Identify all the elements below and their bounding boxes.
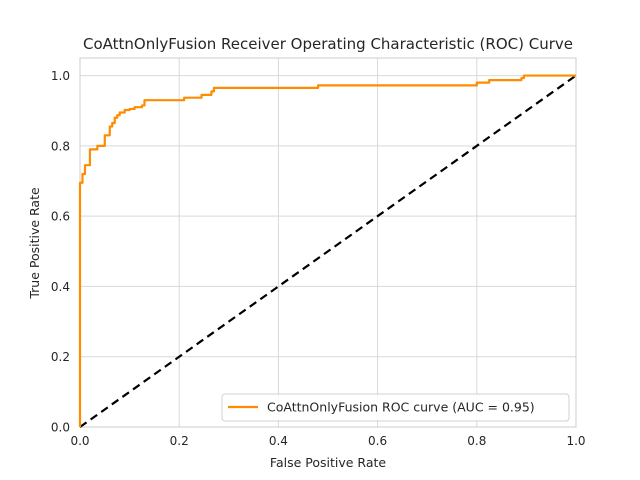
- chance-diagonal-line: [79, 74, 577, 428]
- x-tick-label: 0.2: [170, 434, 189, 448]
- y-tick-label: 0.4: [51, 280, 70, 294]
- grid: [79, 58, 577, 428]
- y-axis-label: True Positive Rate: [27, 187, 42, 300]
- series-layer: [78, 74, 577, 428]
- x-tick-label: 0.8: [467, 434, 486, 448]
- x-tick-label: 1.0: [566, 434, 585, 448]
- legend-box: [221, 393, 570, 422]
- legend: CoAttnOnlyFusion ROC curve (AUC = 0.95): [221, 393, 570, 422]
- roc-curve-line: [78, 74, 576, 427]
- y-tick-label: 0.8: [51, 139, 70, 153]
- x-tick-label: 0.4: [269, 434, 288, 448]
- legend-label: CoAttnOnlyFusion ROC curve (AUC = 0.95): [267, 400, 535, 415]
- tick-labels: 0.0 0.2 0.4 0.6 0.8 1.0 0.0 0.2 0.4 0.6 0.8 1.0: [51, 69, 586, 448]
- y-tick-label: 0.0: [51, 421, 70, 435]
- y-tick-label: 0.6: [51, 210, 70, 224]
- x-axis-label: False Positive Rate: [270, 455, 386, 470]
- x-tick-label: 0.0: [70, 434, 89, 448]
- x-tick-label: 0.6: [368, 434, 387, 448]
- y-tick-label: 1.0: [51, 69, 70, 83]
- y-tick-label: 0.2: [51, 350, 70, 364]
- chart-title: CoAttnOnlyFusion Receiver Operating Char…: [83, 35, 573, 53]
